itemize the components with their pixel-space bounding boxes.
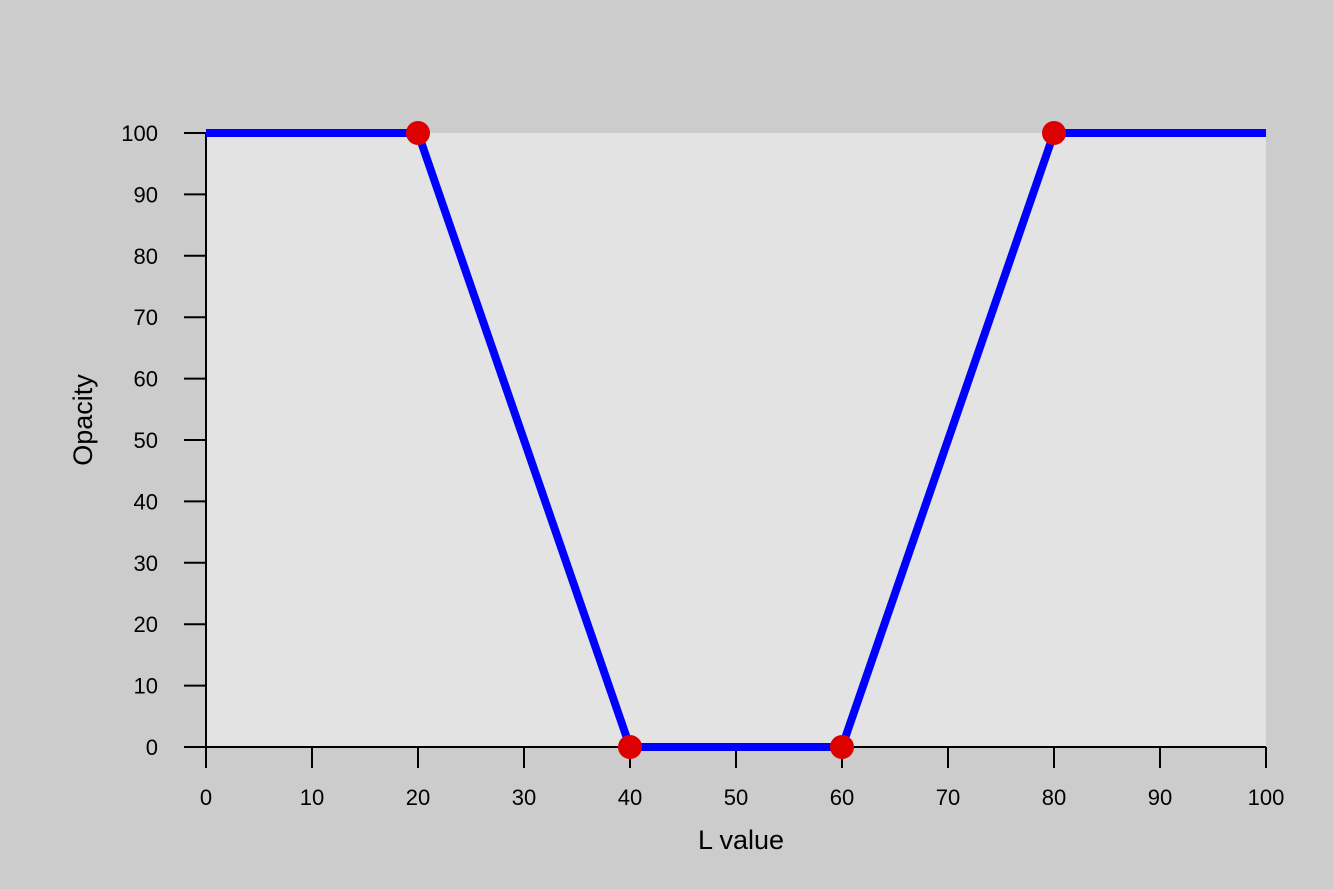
- y-tick-label: 100: [121, 121, 158, 146]
- plot-background: [206, 133, 1266, 747]
- x-tick-label: 60: [830, 785, 854, 810]
- series-layer: [206, 129, 1266, 751]
- y-tick-label: 40: [134, 489, 158, 514]
- x-axis: 0 10 20 30 40 50 60 70 80 90 100: [200, 746, 1285, 810]
- y-tick-label: 50: [134, 428, 158, 453]
- x-tick-label: 40: [618, 785, 642, 810]
- y-axis-label: Opacity: [68, 374, 98, 466]
- y-axis: 0 10 20 30 40 50 60 70 80 90 100: [121, 121, 207, 760]
- control-point[interactable]: [830, 735, 854, 759]
- y-tick-label: 80: [134, 244, 158, 269]
- y-tick-label: 70: [134, 305, 158, 330]
- control-point[interactable]: [406, 121, 430, 145]
- control-point[interactable]: [1042, 121, 1066, 145]
- x-tick-label: 30: [512, 785, 536, 810]
- y-tick-label: 30: [134, 551, 158, 576]
- y-tick-label: 0: [146, 735, 158, 760]
- x-tick-label: 50: [724, 785, 748, 810]
- x-tick-label: 70: [936, 785, 960, 810]
- x-tick-label: 100: [1248, 785, 1285, 810]
- control-points: [406, 121, 1066, 759]
- control-point[interactable]: [618, 735, 642, 759]
- y-tick-label: 60: [134, 367, 158, 392]
- x-tick-label: 0: [200, 785, 212, 810]
- y-tick-label: 10: [134, 674, 158, 699]
- y-tick-label: 20: [134, 612, 158, 637]
- x-tick-label: 20: [406, 785, 430, 810]
- x-tick-label: 90: [1148, 785, 1172, 810]
- y-tick-label: 90: [134, 182, 158, 207]
- x-axis-label: L value: [698, 825, 784, 855]
- x-tick-label: 10: [300, 785, 324, 810]
- x-tick-label: 80: [1042, 785, 1066, 810]
- opacity-curve: [206, 129, 1266, 751]
